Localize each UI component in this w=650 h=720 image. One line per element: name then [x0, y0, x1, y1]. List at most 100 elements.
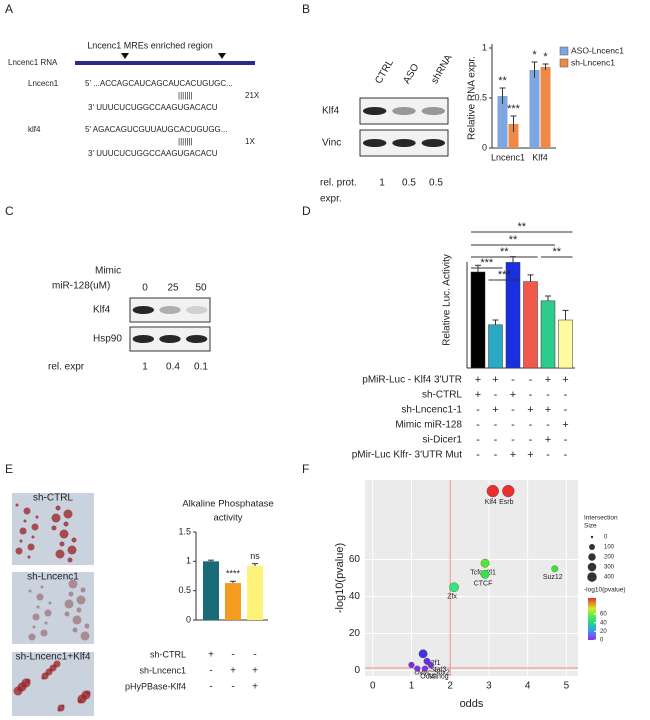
- x-tick-label: 3: [486, 681, 492, 692]
- condition-label: si-Dicer1: [423, 435, 463, 446]
- x-tick-label: 0: [370, 681, 376, 692]
- condition-sign: +: [562, 374, 568, 386]
- colony: [32, 613, 40, 621]
- bar: [488, 324, 503, 369]
- blot-band: [392, 107, 416, 115]
- condition-sign: -: [476, 449, 480, 461]
- colony: [25, 678, 31, 684]
- mre-marker: [121, 53, 129, 59]
- colony: [32, 625, 36, 629]
- point-label: Nanog: [428, 673, 449, 680]
- panel-label: B: [302, 2, 310, 16]
- point: [486, 484, 499, 498]
- label: Lncecn1: [28, 79, 59, 88]
- colony: [63, 509, 73, 519]
- chart-title: activity: [213, 513, 242, 524]
- condition-sign: +: [510, 449, 516, 461]
- label: 1: [142, 362, 148, 373]
- label: Hsp90: [93, 334, 122, 345]
- colony: [15, 503, 19, 507]
- condition-sign: +: [545, 434, 551, 446]
- y-axis-label: Relative RNA expr.: [467, 56, 478, 140]
- colony: [51, 513, 61, 523]
- blot-frame: [359, 97, 449, 125]
- label: 3' UUUCUCUGGCCAAGUGACACU: [88, 103, 218, 112]
- condition-sign: -: [529, 374, 533, 386]
- colony: [27, 543, 35, 551]
- point-label: Esrb: [499, 499, 514, 506]
- label: 3' UUUCUCUGGCCAAGUGACACU: [88, 149, 218, 158]
- colony: [67, 545, 77, 555]
- x-tick-label: 4: [525, 681, 531, 692]
- x-tick-label: 2: [447, 681, 453, 692]
- condition-sign: -: [253, 650, 256, 661]
- point: [480, 558, 490, 568]
- condition-label: pHyPBase-Klf4: [125, 681, 186, 691]
- condition-sign: +: [252, 682, 258, 693]
- x-tick-label: Lncenc1: [491, 152, 525, 162]
- condition-sign: +: [510, 389, 516, 401]
- blot-band: [186, 335, 208, 343]
- blot-band: [186, 306, 208, 314]
- condition-label: sh-Lncenc1: [139, 665, 186, 675]
- legend-size: [589, 544, 595, 550]
- colony: [80, 587, 86, 593]
- significance: *: [532, 49, 537, 61]
- y-tick-label: 0.5: [178, 585, 191, 595]
- legend-title: Intersection: [584, 515, 618, 522]
- bar: [540, 67, 551, 148]
- plot-area: [365, 480, 578, 676]
- label: 0.1: [194, 362, 208, 373]
- legend-label: 400: [604, 575, 615, 581]
- condition-sign: -: [564, 404, 568, 416]
- point: [418, 649, 428, 659]
- bar: [558, 319, 573, 369]
- colony: [55, 549, 65, 559]
- colony: [28, 633, 36, 641]
- bar: [497, 96, 508, 148]
- legend-label: sh-Lncenc1: [571, 57, 615, 67]
- bar: [203, 561, 219, 620]
- condition-label: pMir-Luc Klfr- 3'UTR Mut: [352, 450, 462, 461]
- significance: *: [543, 51, 548, 63]
- condition-sign: -: [564, 434, 568, 446]
- label: |||||||: [178, 91, 193, 100]
- legend-size: [587, 562, 597, 572]
- colony: [31, 535, 35, 539]
- bar: [523, 281, 538, 369]
- legend-label: ASO-Lncenc1: [571, 45, 624, 55]
- condition-label: Mimic miR-128: [395, 420, 462, 431]
- condition-sign: +: [527, 404, 533, 416]
- legend-title: -log10(pvalue): [584, 587, 626, 594]
- legend-label: 100: [604, 545, 615, 551]
- colony: [31, 523, 39, 531]
- blot-band: [132, 335, 154, 343]
- label: |||||||: [178, 137, 193, 146]
- colony: [71, 537, 77, 543]
- blot-band: [362, 107, 387, 115]
- legend-label: 200: [604, 555, 615, 561]
- significance: **: [517, 221, 526, 233]
- condition-label: sh-CTRL: [150, 649, 186, 659]
- colony: [63, 521, 69, 527]
- x-tick-label: 1: [409, 681, 415, 692]
- condition-sign: -: [546, 449, 550, 461]
- bar: [470, 271, 486, 369]
- colorbar: [588, 598, 596, 640]
- colony: [84, 623, 90, 629]
- colony: [48, 601, 52, 605]
- condition-sign: -: [529, 389, 533, 401]
- condition-sign: -: [564, 449, 568, 461]
- legend-swatch: [559, 58, 569, 68]
- condition-sign: -: [494, 449, 498, 461]
- legend-size: [587, 572, 597, 582]
- significance: **: [552, 246, 561, 258]
- label: 0.4: [166, 362, 180, 373]
- bar: [508, 124, 519, 148]
- significance: **: [498, 75, 507, 87]
- colony: [19, 527, 27, 535]
- condition-sign: +: [492, 404, 498, 416]
- mre-marker: [218, 53, 226, 59]
- condition-sign: -: [546, 419, 550, 431]
- colony: [64, 599, 74, 609]
